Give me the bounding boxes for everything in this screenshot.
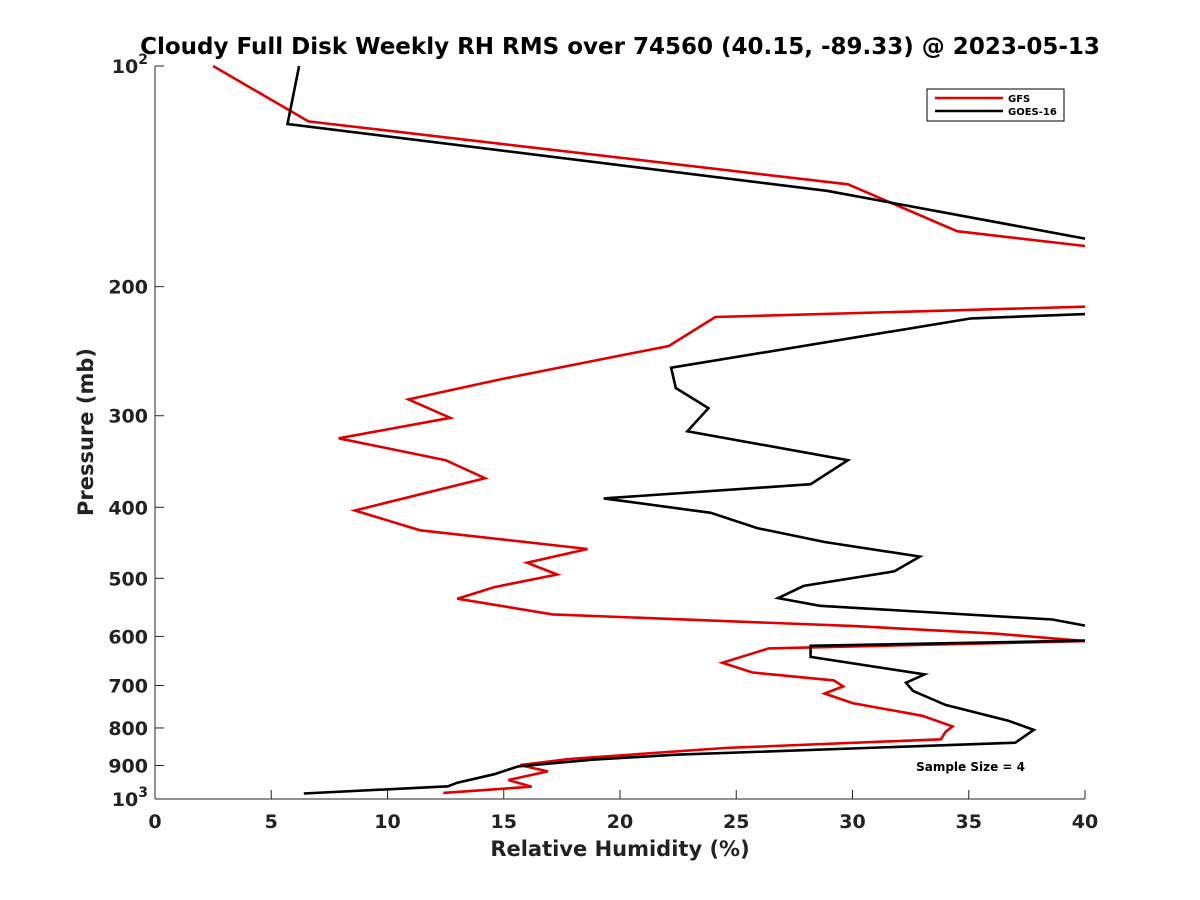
- x-tick-label: 20: [607, 811, 633, 833]
- y-tick-label: 102: [112, 52, 148, 78]
- y-tick-label: 700: [108, 675, 148, 697]
- y-axis-ticks: 102 200 300 400 500 600 700 800 900 103: [108, 52, 164, 811]
- y-axis-label: Pressure (mb): [74, 348, 98, 516]
- x-tick-label: 40: [1072, 811, 1098, 833]
- x-tick-label: 0: [148, 811, 161, 833]
- x-tick-label: 10: [374, 811, 400, 833]
- y-tick-label: 400: [108, 497, 148, 519]
- x-tick-label: 30: [839, 811, 865, 833]
- y-tick-label: 900: [108, 755, 148, 777]
- x-tick-label: 25: [723, 811, 749, 833]
- y-tick-label: 500: [108, 568, 148, 590]
- x-axis-label: Relative Humidity (%): [490, 837, 749, 861]
- plot-area: 0 5 10 15 20 25 30 35 40 102 200 300 400 500 600 700 80…: [108, 52, 1098, 833]
- series-line-goes16: [285, 65, 1086, 795]
- chart-title: Cloudy Full Disk Weekly RH RMS over 7456…: [140, 34, 1100, 60]
- x-tick-label: 35: [956, 811, 982, 833]
- y-tick-label: 103: [112, 785, 148, 811]
- y-tick-label: 200: [108, 277, 148, 299]
- legend: GFS GOES-16: [926, 88, 1065, 122]
- x-tick-label: 5: [265, 811, 278, 833]
- series-layer: [212, 64, 1086, 795]
- legend-box: [926, 88, 1065, 122]
- legend-label-goes16: GOES-16: [1008, 107, 1057, 118]
- y-tick-label: 600: [108, 626, 148, 648]
- legend-label-gfs: GFS: [1008, 94, 1030, 105]
- sample-size-annotation: Sample Size = 4: [916, 760, 1025, 774]
- x-axis-ticks: 0 5 10 15 20 25 30 35 40: [148, 790, 1098, 833]
- y-tick-label: 800: [108, 718, 148, 740]
- y-tick-label: 300: [108, 406, 148, 428]
- x-tick-label: 15: [491, 811, 517, 833]
- series-line-gfs: [212, 64, 1086, 795]
